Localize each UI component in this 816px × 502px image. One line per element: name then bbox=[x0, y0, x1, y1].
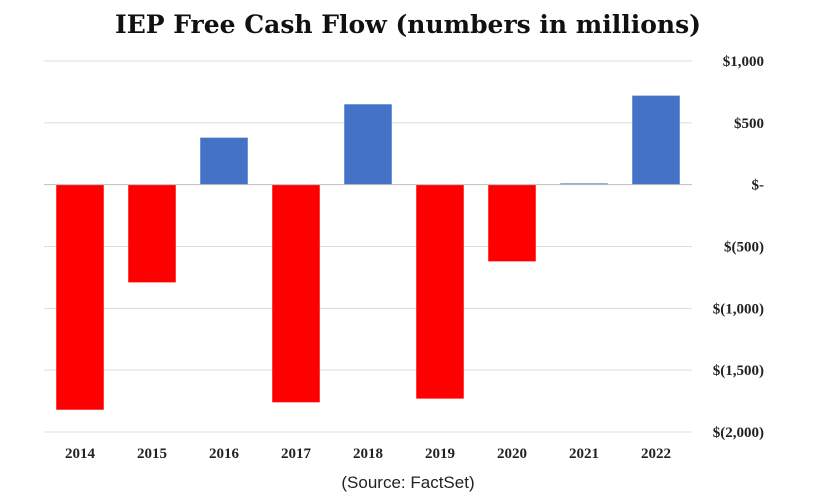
bar-2019 bbox=[416, 184, 464, 399]
y-tick-label: $- bbox=[752, 178, 765, 194]
bar-2021 bbox=[560, 183, 608, 185]
x-tick-label: 2016 bbox=[209, 446, 240, 462]
x-axis-tick-labels: 2014 2015 2016 2017 2018 2019 2020 2021 2022 bbox=[65, 446, 671, 462]
bars bbox=[56, 95, 680, 410]
bar-2017 bbox=[272, 184, 320, 403]
y-tick-label: $1,000 bbox=[723, 54, 764, 70]
bar-2015 bbox=[128, 184, 176, 283]
x-tick-label: 2018 bbox=[353, 446, 383, 462]
y-tick-label: $(1,000) bbox=[713, 301, 764, 317]
x-tick-label: 2020 bbox=[497, 446, 527, 462]
bar-2020 bbox=[488, 184, 536, 262]
y-tick-label: $500 bbox=[734, 116, 764, 132]
x-tick-label: 2014 bbox=[65, 446, 96, 462]
y-tick-label: $(500) bbox=[724, 240, 764, 256]
x-tick-label: 2015 bbox=[137, 446, 167, 462]
bar-2022 bbox=[632, 95, 680, 185]
y-tick-label: $(2,000) bbox=[713, 425, 764, 441]
source-note: (Source: FactSet) bbox=[341, 473, 474, 492]
bar-2016 bbox=[200, 137, 248, 185]
x-tick-label: 2022 bbox=[641, 446, 671, 462]
x-tick-label: 2021 bbox=[569, 446, 599, 462]
bar-2018 bbox=[344, 104, 392, 185]
x-tick-label: 2019 bbox=[425, 446, 455, 462]
bar-2014 bbox=[56, 184, 104, 410]
x-tick-label: 2017 bbox=[281, 446, 312, 462]
y-axis-tick-labels: $1,000 $500 $- $(500) $(1,000) $(1,500) $(2,00… bbox=[713, 54, 764, 441]
y-tick-label: $(1,500) bbox=[713, 363, 764, 379]
chart-title: IEP Free Cash Flow (numbers in millions) bbox=[115, 10, 701, 39]
